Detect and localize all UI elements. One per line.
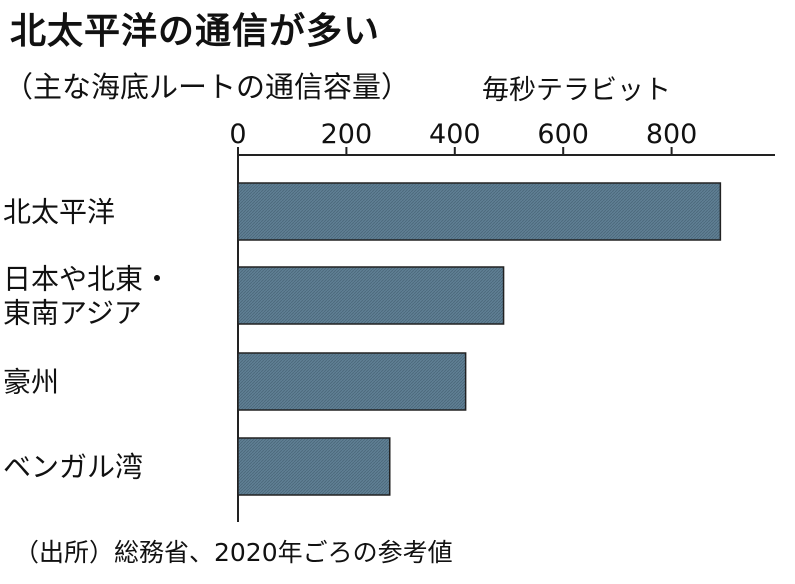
x-tick-label: 600 (537, 119, 589, 150)
unit-label: 毎秒テラビット (482, 75, 671, 106)
category-label: 北太平洋 (3, 196, 115, 229)
chart-title: 北太平洋の通信が多い (10, 11, 381, 52)
bar (237, 182, 722, 241)
x-tick-label: 0 (229, 119, 246, 150)
category-label: 東南アジア (3, 297, 142, 330)
category-label: ベンガル湾 (3, 451, 143, 484)
bar (237, 266, 505, 325)
category-label: 日本や北東・ (3, 263, 171, 296)
bar (237, 437, 391, 496)
source-note: （出所）総務省、2020年ごろの参考値 (14, 538, 453, 567)
x-tick-label: 200 (321, 119, 373, 150)
category-label: 豪州 (3, 366, 59, 399)
x-tick-label: 400 (429, 119, 481, 150)
chart-subtitle: （主な海底ルートの通信容量） (4, 70, 411, 104)
x-tick-label: 800 (646, 119, 698, 150)
bar (237, 352, 467, 411)
